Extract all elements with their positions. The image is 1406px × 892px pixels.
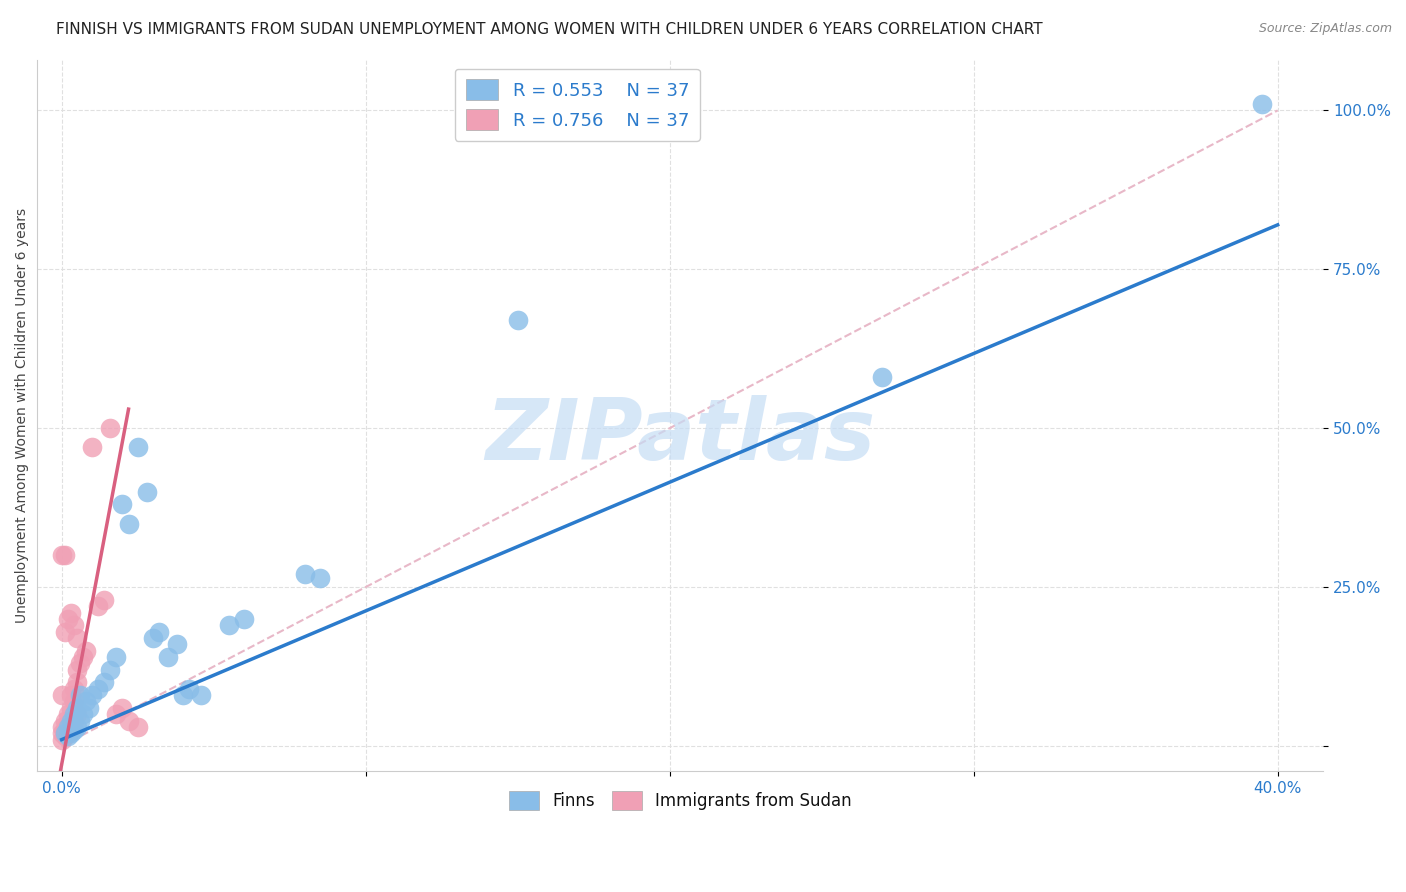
Point: [66, 701, 89, 715]
Point: [87, 599, 110, 614]
Point: [53, 549, 76, 563]
Point: [93, 592, 115, 607]
Point: [80, 440, 103, 454]
Point: [157, 650, 180, 665]
Point: [233, 612, 256, 626]
Point: [56, 730, 79, 744]
Point: [66, 631, 89, 645]
Point: [53, 730, 76, 744]
Point: [309, 570, 332, 584]
Point: [117, 516, 139, 531]
Point: [51, 732, 73, 747]
Point: [72, 707, 94, 722]
Point: [53, 726, 76, 740]
Point: [51, 549, 73, 563]
Point: [53, 714, 76, 728]
Point: [56, 716, 79, 731]
Point: [75, 694, 97, 708]
Point: [53, 723, 76, 737]
Point: [56, 726, 79, 740]
Point: [135, 484, 157, 499]
Point: [62, 681, 84, 696]
Point: [59, 701, 82, 715]
Point: [51, 726, 73, 740]
Point: [105, 707, 128, 722]
Point: [69, 714, 91, 728]
Point: [66, 675, 89, 690]
Point: [62, 618, 84, 632]
Point: [66, 720, 89, 734]
Point: [69, 657, 91, 671]
Point: [77, 701, 100, 715]
Point: [127, 720, 149, 734]
Point: [142, 631, 165, 645]
Point: [51, 688, 73, 702]
Point: [117, 714, 139, 728]
Point: [56, 720, 79, 734]
Point: [69, 688, 91, 702]
Point: [111, 701, 134, 715]
Point: [98, 663, 121, 677]
Point: [59, 714, 82, 728]
Point: [56, 612, 79, 626]
Text: Source: ZipAtlas.com: Source: ZipAtlas.com: [1258, 22, 1392, 36]
Point: [66, 663, 89, 677]
Point: [98, 421, 121, 435]
Point: [1251, 97, 1274, 112]
Text: FINNISH VS IMMIGRANTS FROM SUDAN UNEMPLOYMENT AMONG WOMEN WITH CHILDREN UNDER 6 : FINNISH VS IMMIGRANTS FROM SUDAN UNEMPLO…: [56, 22, 1043, 37]
Point: [59, 726, 82, 740]
Point: [62, 707, 84, 722]
Point: [190, 688, 212, 702]
Point: [166, 637, 188, 651]
Point: [62, 714, 84, 728]
Point: [93, 675, 115, 690]
Point: [51, 720, 73, 734]
Point: [179, 681, 201, 696]
Point: [62, 694, 84, 708]
Point: [66, 707, 89, 722]
Y-axis label: Unemployment Among Women with Children Under 6 years: Unemployment Among Women with Children U…: [15, 208, 30, 623]
Point: [59, 688, 82, 702]
Point: [80, 688, 103, 702]
Point: [127, 440, 149, 454]
Point: [56, 707, 79, 722]
Point: [172, 688, 194, 702]
Point: [53, 624, 76, 639]
Point: [872, 370, 894, 384]
Point: [111, 498, 134, 512]
Point: [72, 650, 94, 665]
Point: [75, 643, 97, 657]
Point: [148, 624, 170, 639]
Point: [62, 723, 84, 737]
Text: ZIPatlas: ZIPatlas: [485, 395, 876, 478]
Point: [59, 606, 82, 620]
Point: [59, 720, 82, 734]
Legend: Finns, Immigrants from Sudan: Finns, Immigrants from Sudan: [502, 784, 858, 816]
Point: [87, 681, 110, 696]
Point: [105, 650, 128, 665]
Point: [218, 618, 240, 632]
Point: [506, 313, 529, 327]
Point: [294, 567, 316, 582]
